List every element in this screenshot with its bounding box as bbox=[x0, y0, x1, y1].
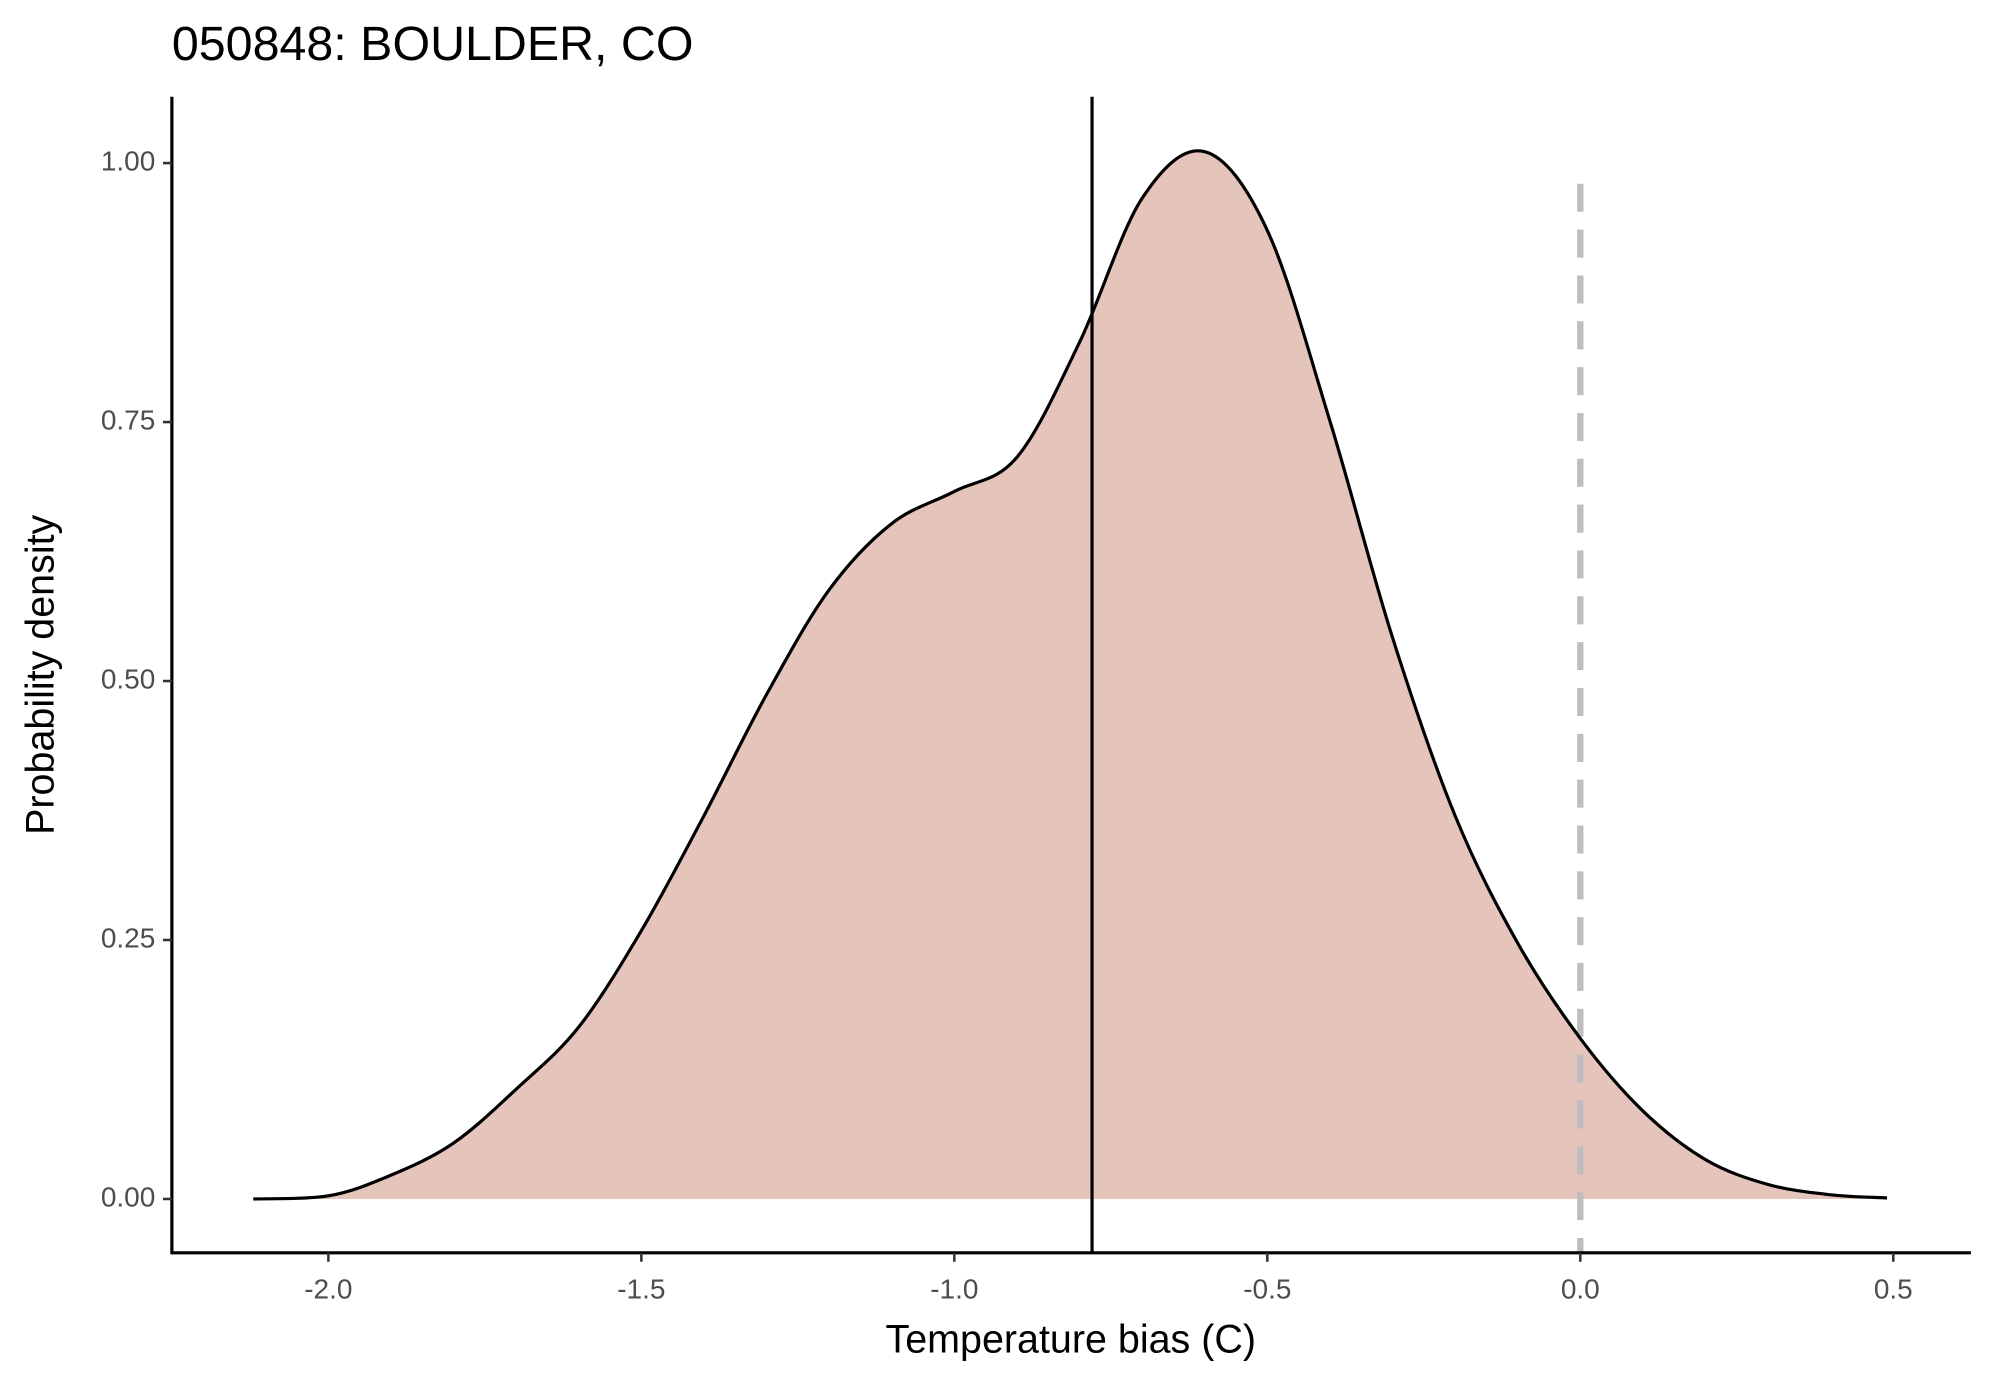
density-area bbox=[253, 150, 1888, 1199]
x-tick-label: -1.5 bbox=[617, 1273, 665, 1304]
chart-title: 050848: BOULDER, CO bbox=[172, 17, 694, 71]
density-line bbox=[253, 149, 1888, 1201]
y-tick-label: 0.00 bbox=[101, 1181, 156, 1212]
y-tick-label: 0.50 bbox=[101, 663, 156, 694]
x-axis-title: Temperature bias (C) bbox=[885, 1317, 1256, 1361]
x-tick-label: 0.0 bbox=[1561, 1273, 1600, 1304]
x-tick-label: -1.0 bbox=[930, 1273, 978, 1304]
x-tick-label: -0.5 bbox=[1243, 1273, 1291, 1304]
y-tick-label: 0.25 bbox=[101, 922, 156, 953]
y-tick-label: 1.00 bbox=[101, 145, 156, 176]
y-tick-label: 0.75 bbox=[101, 404, 156, 435]
x-tick-label: 0.5 bbox=[1874, 1273, 1913, 1304]
x-tick-label: -2.0 bbox=[304, 1273, 352, 1304]
y-axis-title: Probability density bbox=[19, 514, 63, 834]
